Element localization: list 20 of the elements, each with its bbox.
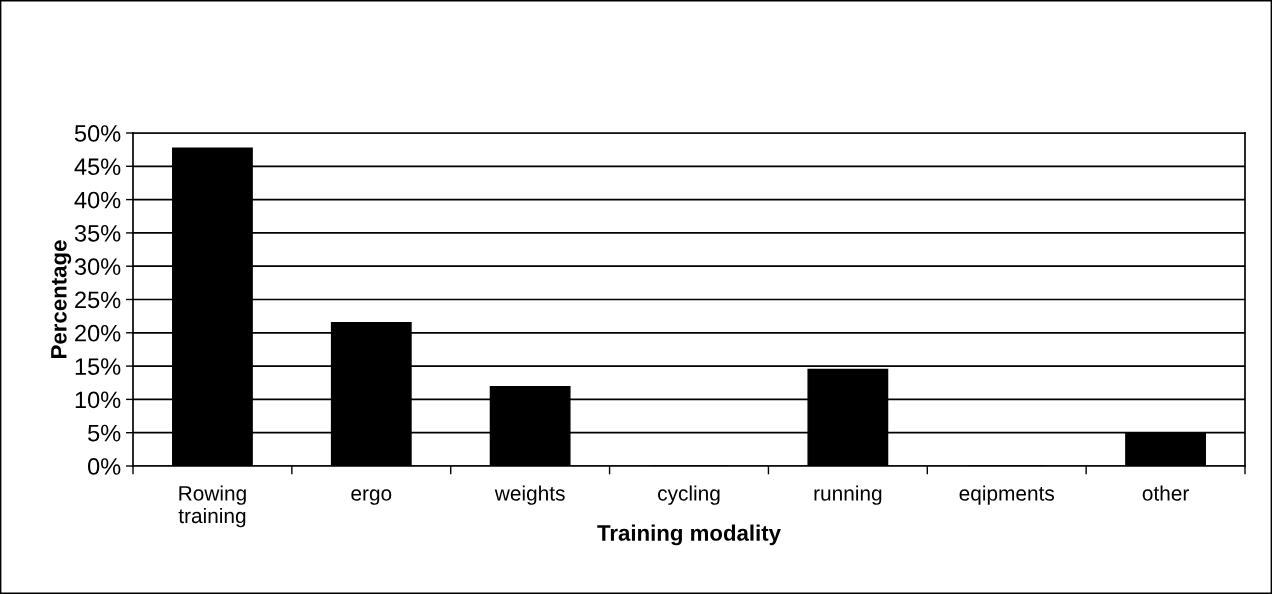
y-tick-label: 30% xyxy=(74,258,121,275)
x-tick-label: Rowing training xyxy=(178,485,246,528)
x-tick-label: running xyxy=(814,485,882,505)
x-tick-label: cycling xyxy=(658,485,720,505)
y-tick-label: 45% xyxy=(74,158,121,176)
y-tick-label: 0% xyxy=(87,458,121,475)
x-tick-label: weights xyxy=(494,485,565,505)
y-tick-label: 15% xyxy=(75,358,121,375)
y-tick-label: 40% xyxy=(74,191,121,209)
y-tick-label: 35% xyxy=(74,224,121,242)
y-axis-title: Percentage xyxy=(51,240,72,358)
x-axis-title: Training modality xyxy=(597,524,781,546)
y-tick-label: 25% xyxy=(75,291,121,309)
y-tick-label: 20% xyxy=(75,324,121,342)
x-tick-label: eqipments xyxy=(959,485,1055,505)
y-tick-label: 5% xyxy=(88,424,121,442)
x-tick-label: ergo xyxy=(351,489,392,505)
y-tick-label: 50% xyxy=(74,125,121,142)
x-tick-label: other xyxy=(1142,485,1189,501)
y-tick-label: 10% xyxy=(75,391,121,409)
